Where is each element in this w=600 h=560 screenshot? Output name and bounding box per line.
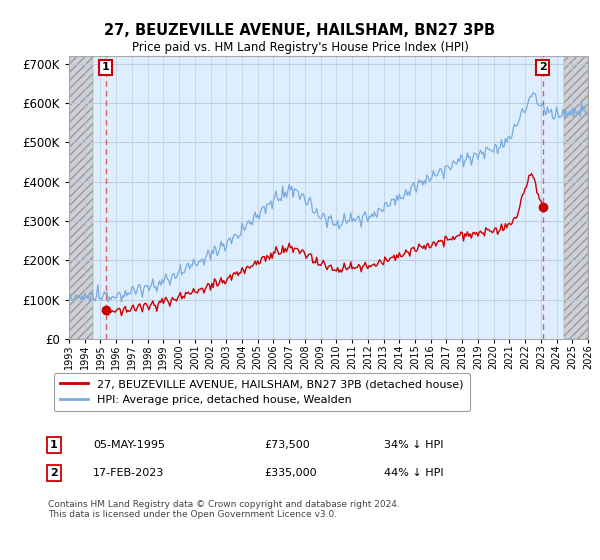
Bar bbox=[69, 56, 92, 339]
Text: 2: 2 bbox=[50, 468, 58, 478]
Text: £335,000: £335,000 bbox=[264, 468, 317, 478]
Text: 1: 1 bbox=[102, 62, 110, 72]
Text: 05-MAY-1995: 05-MAY-1995 bbox=[93, 440, 165, 450]
Text: £73,500: £73,500 bbox=[264, 440, 310, 450]
Text: Price paid vs. HM Land Registry's House Price Index (HPI): Price paid vs. HM Land Registry's House … bbox=[131, 41, 469, 54]
Text: 17-FEB-2023: 17-FEB-2023 bbox=[93, 468, 164, 478]
Text: 27, BEUZEVILLE AVENUE, HAILSHAM, BN27 3PB: 27, BEUZEVILLE AVENUE, HAILSHAM, BN27 3P… bbox=[104, 24, 496, 38]
Text: 2: 2 bbox=[539, 62, 547, 72]
Text: 44% ↓ HPI: 44% ↓ HPI bbox=[384, 468, 443, 478]
Legend: 27, BEUZEVILLE AVENUE, HAILSHAM, BN27 3PB (detached house), HPI: Average price, : 27, BEUZEVILLE AVENUE, HAILSHAM, BN27 3P… bbox=[53, 372, 470, 412]
Text: 1: 1 bbox=[50, 440, 58, 450]
Text: 34% ↓ HPI: 34% ↓ HPI bbox=[384, 440, 443, 450]
Bar bbox=[565, 56, 588, 339]
Text: Contains HM Land Registry data © Crown copyright and database right 2024.
This d: Contains HM Land Registry data © Crown c… bbox=[48, 500, 400, 519]
